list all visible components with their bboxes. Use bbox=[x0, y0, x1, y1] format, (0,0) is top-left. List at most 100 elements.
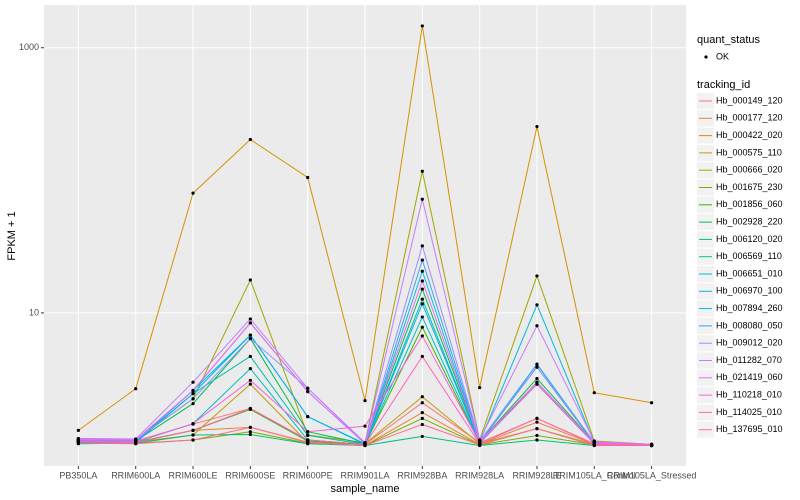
data-point bbox=[420, 315, 424, 319]
legend-label: Hb_137695_010 bbox=[716, 424, 783, 434]
data-point bbox=[420, 334, 424, 338]
legend-label: Hb_001856_060 bbox=[716, 199, 783, 209]
data-point bbox=[248, 317, 252, 321]
data-point bbox=[191, 438, 195, 442]
data-point bbox=[650, 401, 654, 405]
legend-label: Hb_000422_020 bbox=[716, 130, 783, 140]
data-point bbox=[535, 416, 539, 421]
data-point bbox=[248, 137, 252, 142]
legend-label: Hb_006970_100 bbox=[716, 286, 783, 296]
y-axis-label: FPKM + 1 bbox=[6, 211, 18, 260]
data-point bbox=[420, 401, 424, 405]
data-point bbox=[248, 333, 252, 337]
x-tick-label: RRIM600LA bbox=[111, 470, 160, 480]
data-point bbox=[306, 175, 310, 180]
data-point bbox=[592, 391, 596, 395]
y-tick-label: 1000 bbox=[19, 42, 39, 52]
data-point bbox=[478, 386, 482, 390]
legend-label: Hb_114025_010 bbox=[716, 407, 782, 417]
x-axis-label: sample_name bbox=[330, 483, 399, 495]
data-point bbox=[420, 297, 424, 301]
legend-title: tracking_id bbox=[697, 79, 750, 91]
data-point bbox=[420, 169, 424, 173]
data-point bbox=[76, 441, 80, 445]
x-tick-label: RRIM600PE bbox=[283, 470, 333, 480]
data-point bbox=[306, 430, 310, 434]
data-point bbox=[248, 430, 252, 434]
legend-label: Hb_006120_020 bbox=[716, 234, 783, 244]
data-point bbox=[306, 415, 310, 419]
data-point bbox=[650, 443, 654, 448]
data-point bbox=[535, 433, 539, 438]
data-point bbox=[363, 443, 367, 448]
legend-label: Hb_021419_060 bbox=[716, 372, 783, 382]
data-point bbox=[248, 406, 252, 411]
data-point bbox=[363, 398, 367, 403]
x-tick-label: RRIM928LA bbox=[455, 470, 504, 480]
data-point bbox=[248, 336, 252, 341]
data-point bbox=[420, 24, 424, 28]
x-tick-label: RRIM600SE bbox=[225, 470, 275, 480]
legend-label: Hb_000666_020 bbox=[716, 165, 783, 175]
data-point bbox=[535, 362, 539, 366]
data-point bbox=[191, 392, 195, 396]
legend-label: Hb_000575_110 bbox=[716, 147, 782, 157]
legend-label: Hb_009012_020 bbox=[716, 338, 783, 348]
data-point bbox=[191, 388, 195, 393]
data-point bbox=[592, 443, 596, 448]
data-point bbox=[191, 397, 195, 401]
data-point bbox=[76, 428, 80, 432]
data-point bbox=[191, 191, 195, 195]
legend-title: quant_status bbox=[697, 34, 760, 46]
x-tick-label: RRIM928LE bbox=[512, 470, 561, 480]
x-tick-label: RRIM928BA bbox=[397, 470, 447, 480]
data-point bbox=[363, 424, 367, 428]
legend-label: Hb_007894_260 bbox=[716, 303, 783, 313]
data-point bbox=[420, 325, 424, 329]
data-point bbox=[478, 443, 482, 447]
legend-label: Hb_000177_120 bbox=[716, 113, 783, 123]
data-point bbox=[535, 274, 539, 278]
data-point bbox=[248, 278, 252, 282]
data-point bbox=[420, 244, 424, 248]
data-point bbox=[535, 438, 539, 442]
data-point bbox=[306, 389, 310, 394]
legend-label: Hb_000149_120 bbox=[716, 95, 783, 105]
legend-label: Hb_006569_110 bbox=[716, 251, 782, 261]
data-point bbox=[420, 434, 424, 439]
legend-key bbox=[704, 55, 708, 59]
data-point bbox=[306, 441, 310, 445]
data-point bbox=[420, 287, 424, 291]
data-point bbox=[420, 354, 424, 358]
legend-label: Hb_001675_230 bbox=[716, 182, 783, 192]
data-point bbox=[191, 380, 195, 384]
data-point bbox=[134, 442, 138, 446]
legend-label: Hb_006651_010 bbox=[716, 268, 783, 278]
legend-label: Hb_008080_050 bbox=[716, 320, 783, 330]
legend-label: Hb_002928_220 bbox=[716, 216, 783, 226]
data-point bbox=[535, 324, 539, 328]
data-point bbox=[306, 433, 310, 438]
data-point bbox=[248, 321, 252, 325]
data-point bbox=[420, 410, 424, 415]
data-point bbox=[191, 401, 195, 406]
x-tick-label: RRIM600LE bbox=[169, 470, 218, 480]
data-point bbox=[248, 366, 252, 371]
data-point bbox=[191, 428, 195, 432]
data-point bbox=[248, 425, 252, 429]
data-point bbox=[248, 354, 252, 358]
data-point bbox=[248, 432, 252, 437]
data-point bbox=[535, 382, 539, 386]
data-point bbox=[420, 197, 424, 201]
x-tick-label: RRIM105LA_Control bbox=[553, 470, 636, 480]
data-point bbox=[420, 258, 424, 262]
data-point bbox=[420, 416, 424, 421]
data-point bbox=[420, 302, 424, 306]
y-tick-label: 10 bbox=[29, 307, 39, 317]
data-point bbox=[535, 420, 539, 424]
legend-label: Hb_110218_010 bbox=[716, 389, 782, 399]
data-point bbox=[248, 378, 252, 382]
data-point bbox=[420, 395, 424, 399]
